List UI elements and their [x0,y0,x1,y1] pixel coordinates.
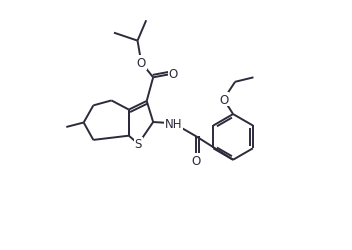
Text: O: O [192,154,201,167]
Text: O: O [168,68,178,81]
Text: S: S [134,138,142,151]
Text: O: O [219,93,228,106]
Text: NH: NH [165,117,182,130]
Text: O: O [137,57,146,70]
